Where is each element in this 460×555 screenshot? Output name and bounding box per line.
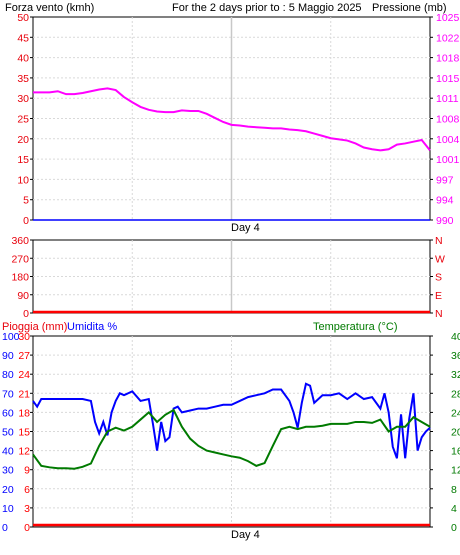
wind-tick-labels: 0 5 10 15 20 25 30 35 40 45 50 xyxy=(17,12,29,227)
wind-tick-label: 40 xyxy=(17,53,29,65)
pressure-tick-label: 1025 xyxy=(436,12,460,24)
temperature-tick-label: 32 xyxy=(451,369,460,381)
humidity-tick-label: 10 xyxy=(2,503,14,515)
humidity-tick-label: 0 xyxy=(2,522,8,534)
rain-humidity-temperature-panel: Pioggia (mm) Umidita % Temperatura (°C) … xyxy=(2,321,460,541)
wind-tick-label: 5 xyxy=(23,195,29,207)
direction-letter: S xyxy=(435,272,442,284)
pressure-tick-label: 1022 xyxy=(436,32,460,44)
wind-pressure-panel: Forza vento (kmh) For the 2 days prior t… xyxy=(5,2,460,234)
temperature-axis-label: Temperatura (°C) xyxy=(313,321,397,333)
pressure-tick-label: 1008 xyxy=(436,114,460,126)
humidity-axis-label: Umidita % xyxy=(67,321,117,333)
direction-tick-label: 0 xyxy=(23,308,29,320)
rain-tick-label: 9 xyxy=(24,465,30,477)
rain-tick-label: 6 xyxy=(24,484,30,496)
direction-letter: E xyxy=(435,290,442,302)
pressure-series-line xyxy=(33,87,431,152)
temperature-tick-label: 8 xyxy=(451,484,457,496)
direction-tick-label: 180 xyxy=(11,272,29,284)
wind-tick-label: 10 xyxy=(17,174,29,186)
temperature-tick-label: 20 xyxy=(451,427,460,439)
wind-tick-label: 15 xyxy=(17,154,29,166)
rain-tick-labels: 0 3 6 9 12 15 18 21 24 27 30 xyxy=(18,331,30,534)
humidity-tick-label: 100 xyxy=(2,331,20,343)
rain-tick-label: 24 xyxy=(18,369,30,381)
wind-tick-label: 30 xyxy=(17,93,29,105)
direction-tick-label: 270 xyxy=(11,253,29,265)
pressure-tick-label: 1015 xyxy=(436,73,460,85)
rain-axis-label: Pioggia (mm) xyxy=(2,321,67,333)
humidity-tick-label: 20 xyxy=(2,484,14,496)
day-label-bottom: Day 4 xyxy=(231,529,260,541)
direction-tick-label: 360 xyxy=(11,235,29,247)
pressure-tick-label: 1004 xyxy=(436,134,460,146)
pressure-tick-label: 990 xyxy=(436,215,454,227)
rain-tick-label: 18 xyxy=(18,407,30,419)
pressure-tick-label: 1018 xyxy=(436,53,460,65)
humidity-tick-label: 80 xyxy=(2,369,14,381)
chart-title: For the 2 days prior to : 5 Maggio 2025 xyxy=(172,2,362,14)
direction-tick-label: 90 xyxy=(17,290,29,302)
temperature-tick-label: 0 xyxy=(451,522,457,534)
humidity-tick-labels: 0 10 20 30 40 50 60 70 80 90 100 xyxy=(2,331,20,534)
humidity-tick-label: 60 xyxy=(2,407,14,419)
humidity-tick-label: 50 xyxy=(2,427,14,439)
temperature-tick-label: 4 xyxy=(451,503,457,515)
pressure-axis-label: Pressione (mb) xyxy=(372,2,447,14)
day-label-top: Day 4 xyxy=(231,222,260,234)
pressure-tick-label: 1001 xyxy=(436,154,460,166)
wind-tick-label: 20 xyxy=(17,134,29,146)
humidity-series-line xyxy=(32,382,431,459)
pressure-tick-label: 1011 xyxy=(436,93,459,105)
humidity-tick-label: 90 xyxy=(2,350,14,362)
rain-tick-label: 3 xyxy=(24,503,30,515)
temperature-tick-label: 40 xyxy=(451,331,460,343)
rain-tick-label: 15 xyxy=(18,427,30,439)
temperature-series-line xyxy=(32,408,431,470)
temperature-tick-label: 16 xyxy=(451,446,460,458)
direction-letter: N xyxy=(435,308,443,320)
humidity-tick-label: 40 xyxy=(2,446,14,458)
rain-tick-label: 21 xyxy=(18,388,30,400)
rain-tick-label: 27 xyxy=(18,350,30,362)
rain-tick-label: 12 xyxy=(18,446,30,458)
pressure-tick-labels: 990 994 997 1001 1004 1008 1011 1015 1018 1022 102… xyxy=(436,12,460,227)
temperature-tick-label: 24 xyxy=(451,407,460,419)
rain-tick-label: 0 xyxy=(24,522,30,534)
rain-tick-label: 30 xyxy=(18,331,30,343)
direction-letter: N xyxy=(435,235,443,247)
temperature-tick-label: 28 xyxy=(451,388,460,400)
wind-tick-label: 0 xyxy=(23,215,29,227)
direction-tick-labels: 360 270 180 90 0 xyxy=(11,235,29,320)
pressure-tick-label: 997 xyxy=(436,174,454,186)
temperature-tick-label: 36 xyxy=(451,350,460,362)
temperature-tick-labels: 0 4 8 12 16 20 24 28 32 36 40 xyxy=(451,331,460,534)
pressure-tick-label: 994 xyxy=(436,195,454,207)
wind-tick-label: 45 xyxy=(17,32,29,44)
temperature-tick-label: 12 xyxy=(451,465,460,477)
wind-tick-label: 50 xyxy=(17,12,29,24)
direction-letter: W xyxy=(435,253,445,265)
humidity-tick-label: 70 xyxy=(2,388,14,400)
humidity-tick-label: 30 xyxy=(2,465,14,477)
wind-tick-label: 25 xyxy=(17,114,29,126)
wind-tick-label: 35 xyxy=(17,73,29,85)
wind-axis-label: Forza vento (kmh) xyxy=(5,2,94,14)
